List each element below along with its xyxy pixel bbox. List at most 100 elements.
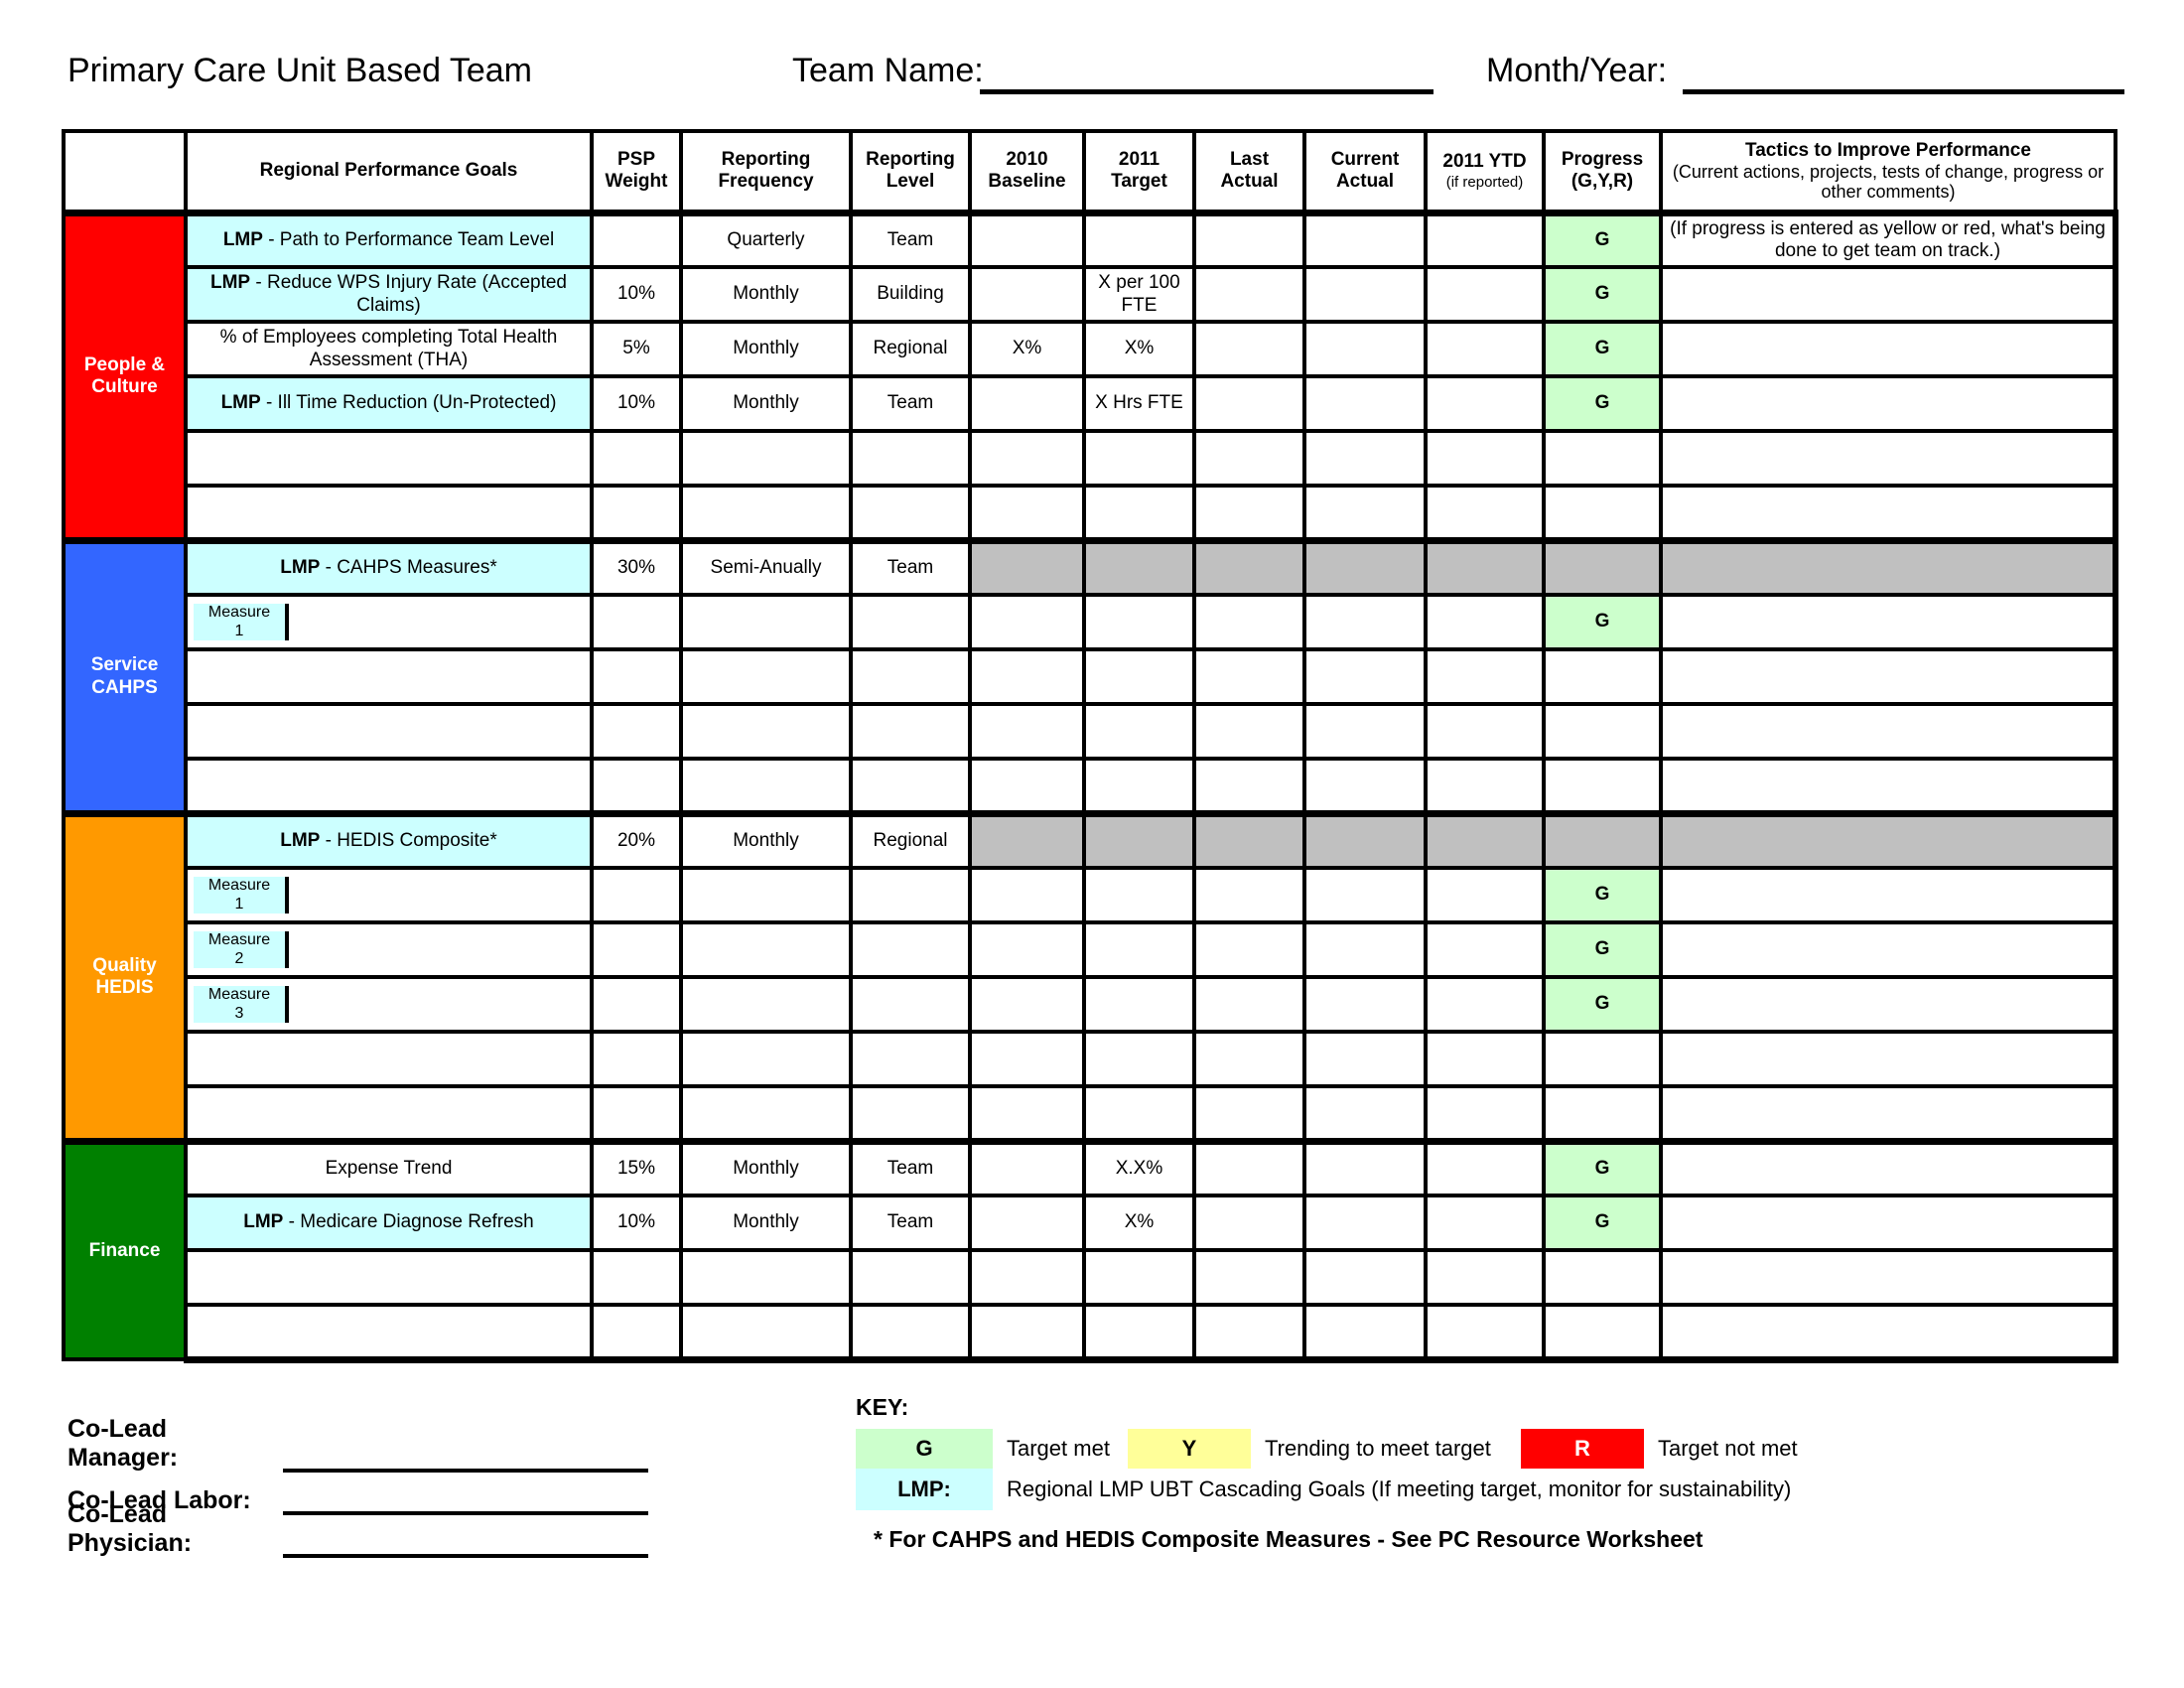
cell-psp-weight: 20% — [590, 809, 683, 870]
page-title: Primary Care Unit Based Team — [68, 52, 532, 89]
cell-progress: G — [1542, 265, 1663, 324]
cell-reporting-level — [849, 647, 972, 706]
cell-current-actual — [1302, 536, 1428, 597]
cell-2010-baseline: X% — [968, 320, 1086, 378]
cell-last-actual — [1192, 1030, 1306, 1088]
cell-progress: G — [1542, 975, 1663, 1034]
cell-last-actual — [1192, 593, 1306, 651]
cell-tactics — [1659, 975, 2118, 1034]
cell-reporting-frequency: Semi-Anually — [679, 536, 853, 597]
cell-progress — [1542, 647, 1663, 706]
cell-current-actual — [1302, 1303, 1428, 1363]
cell-reporting-frequency — [679, 484, 853, 542]
cell-current-actual — [1302, 1194, 1428, 1252]
cell-last-actual — [1192, 757, 1306, 815]
cell-tactics — [1659, 593, 2118, 651]
cell-2011-ytd — [1424, 920, 1546, 979]
cell-2011-target — [1082, 593, 1196, 651]
cell-goal: LMP - Path to Performance Team Level — [184, 209, 594, 269]
cell-2011-ytd — [1424, 1248, 1546, 1307]
cell-reporting-level: Team — [849, 374, 972, 433]
colead-physician-label: Co-Lead Physician: — [68, 1500, 193, 1557]
cell-last-actual — [1192, 1194, 1306, 1252]
header-reporting-frequency: Reporting Frequency — [679, 129, 853, 214]
cell-psp-weight — [590, 975, 683, 1034]
cell-goal — [184, 757, 594, 815]
cell-2010-baseline — [968, 429, 1086, 488]
cell-2011-ytd — [1424, 647, 1546, 706]
cell-2010-baseline — [968, 975, 1086, 1034]
cell-reporting-frequency — [679, 1084, 853, 1143]
header-2011-ytd: 2011 YTD (if reported) — [1424, 129, 1546, 214]
cell-2010-baseline — [968, 593, 1086, 651]
cell-last-actual — [1192, 920, 1306, 979]
table-row — [64, 647, 2118, 706]
key-red-label: Target not met — [1658, 1436, 1798, 1461]
colead-labor-label: Co-Lead Labor: — [68, 1486, 251, 1514]
cell-last-actual — [1192, 809, 1306, 870]
cell-2011-target — [1082, 1084, 1196, 1143]
cell-current-actual — [1302, 1248, 1428, 1307]
cell-current-actual — [1302, 593, 1428, 651]
cell-2011-target — [1082, 809, 1196, 870]
cell-progress: G — [1542, 866, 1663, 924]
cell-tactics — [1659, 484, 2118, 542]
cell-reporting-frequency — [679, 920, 853, 979]
cell-current-actual — [1302, 320, 1428, 378]
cell-2011-target — [1082, 1248, 1196, 1307]
cell-last-actual — [1192, 209, 1306, 269]
cell-psp-weight — [590, 209, 683, 269]
cell-tactics — [1659, 1248, 2118, 1307]
cell-goal: % of Employees completing Total Health A… — [184, 320, 594, 378]
cell-last-actual — [1192, 1084, 1306, 1143]
header-progress: Progress (G,Y,R) — [1542, 129, 1663, 214]
month-year-blank-line[interactable] — [1683, 89, 2124, 94]
cell-2011-target: X per 100 FTE — [1082, 265, 1196, 324]
cell-2010-baseline — [968, 209, 1086, 269]
cell-2011-ytd — [1424, 702, 1546, 761]
cell-2010-baseline — [968, 757, 1086, 815]
cell-2011-ytd — [1424, 429, 1546, 488]
table-row: Service CAHPS LMP - CAHPS Measures* 30% Semi… — [62, 536, 2118, 815]
cell-2011-ytd — [1424, 1194, 1546, 1252]
cell-goal — [184, 647, 594, 706]
cell-current-actual — [1302, 484, 1428, 542]
cell-2011-target — [1082, 866, 1196, 924]
cell-reporting-level: Building — [849, 265, 972, 324]
cell-current-actual — [1302, 1137, 1428, 1197]
key-yellow-box: Y — [1128, 1429, 1251, 1469]
header-psp-weight: PSP Weight — [590, 129, 683, 214]
cell-goal: Measure 1 — [184, 593, 594, 651]
colead-labor-blank-line[interactable] — [283, 1477, 648, 1515]
cell-reporting-frequency — [679, 975, 853, 1034]
cell-2011-target: X Hrs FTE — [1082, 374, 1196, 433]
cell-current-actual — [1302, 429, 1428, 488]
performance-goals-table: Regional Performance Goals PSP Weight Rep… — [62, 129, 2118, 1363]
cell-2011-ytd — [1424, 265, 1546, 324]
table-row: Measure 2 G — [64, 920, 2118, 979]
colead-physician-blank-line[interactable] — [283, 1520, 648, 1558]
table-row: Quality HEDIS LMP - HEDIS Composite* 20% Mon… — [62, 809, 2118, 1143]
cell-reporting-frequency: Quarterly — [679, 209, 853, 269]
cell-progress — [1542, 429, 1663, 488]
cell-2011-ytd — [1424, 593, 1546, 651]
cell-reporting-level — [849, 1030, 972, 1088]
cell-tactics — [1659, 1303, 2118, 1363]
cell-goal — [184, 1303, 594, 1363]
table-row: % of Employees completing Total Health A… — [64, 320, 2118, 378]
cell-goal — [184, 1084, 594, 1143]
cell-goal: Measure 3 — [184, 975, 594, 1034]
cell-goal: LMP - HEDIS Composite* — [184, 809, 594, 870]
cell-reporting-level — [849, 757, 972, 815]
cell-last-actual — [1192, 647, 1306, 706]
cell-psp-weight — [590, 1084, 683, 1143]
cell-2011-target — [1082, 702, 1196, 761]
team-name-blank-line[interactable] — [980, 89, 1433, 94]
colead-manager-blank-line[interactable] — [283, 1435, 648, 1473]
cell-2010-baseline — [968, 1030, 1086, 1088]
cell-progress — [1542, 536, 1663, 597]
measure-label: Measure 3 — [194, 986, 289, 1023]
cell-current-actual — [1302, 757, 1428, 815]
cell-psp-weight: 30% — [590, 536, 683, 597]
cell-psp-weight — [590, 593, 683, 651]
